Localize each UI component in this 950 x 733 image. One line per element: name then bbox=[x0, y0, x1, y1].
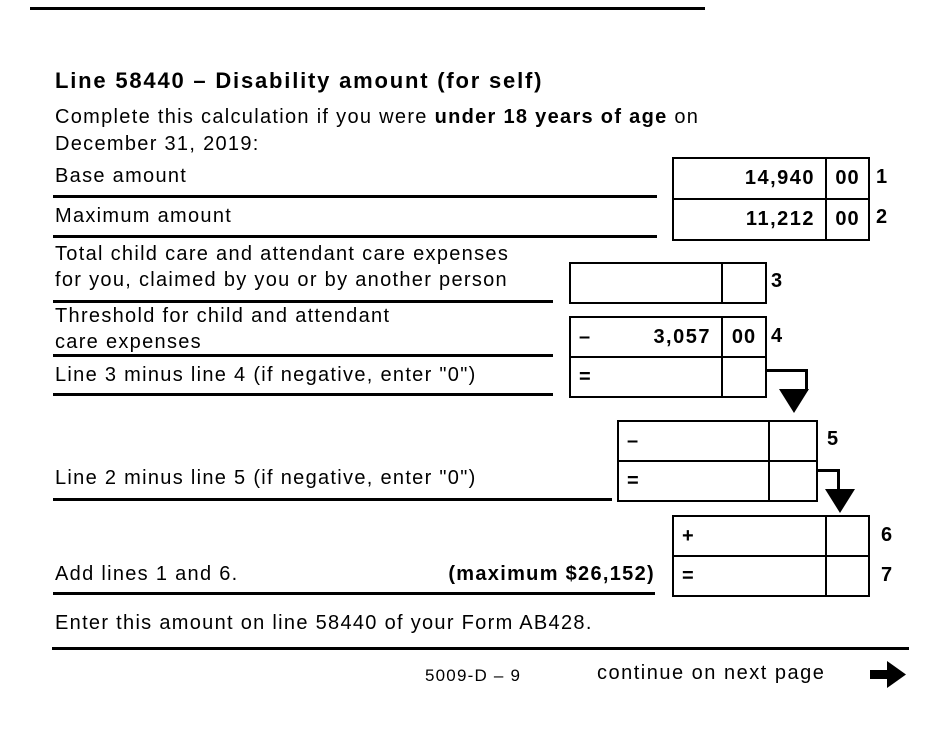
line4-result-box: – 3,057 00 = bbox=[569, 316, 767, 398]
line3-box bbox=[569, 262, 767, 304]
intro-post: on bbox=[674, 106, 700, 128]
line3minus4-dollars-field[interactable]: = bbox=[571, 358, 721, 396]
base-amount-label: Base amount bbox=[55, 165, 188, 187]
intro-line1: Complete this calculation if you were un… bbox=[55, 104, 699, 131]
line6-row: + bbox=[674, 517, 868, 555]
intro-paragraph: Complete this calculation if you were un… bbox=[55, 104, 699, 158]
line3-number: 3 bbox=[771, 270, 784, 292]
line4-minus-sign: – bbox=[579, 325, 592, 348]
line4-dollars-value: 3,057 bbox=[653, 325, 711, 348]
continue-arrow-icon bbox=[870, 661, 906, 688]
line6-dollars-field[interactable]: + bbox=[674, 517, 825, 555]
line6-line7-box: + = bbox=[672, 515, 870, 597]
line3-row bbox=[571, 264, 765, 302]
down-arrow-icon bbox=[825, 489, 855, 513]
underline-line4 bbox=[53, 354, 553, 357]
intro-pre: Complete this calculation if you were bbox=[55, 106, 428, 128]
line1-dollars-value: 14,940 bbox=[744, 167, 815, 189]
maximum-amount-label: Maximum amount bbox=[55, 205, 233, 227]
line2-minus-line5-label: Line 2 minus line 5 (if negative, enter … bbox=[55, 467, 477, 489]
flow-arrow-2-vertical bbox=[837, 469, 840, 491]
line7-number: 7 bbox=[881, 564, 894, 586]
intro-line2: December 31, 2019: bbox=[55, 133, 260, 155]
underline-addlines bbox=[53, 592, 655, 595]
line1-line2-box: 14,940 00 11,212 00 bbox=[672, 157, 870, 241]
line1-dollars-cell: 14,940 bbox=[674, 159, 825, 198]
line3-dollars-field[interactable] bbox=[571, 264, 721, 302]
line1-cents-cell: 00 bbox=[825, 159, 868, 198]
line2-dollars-value: 11,212 bbox=[745, 208, 815, 230]
line5-number: 5 bbox=[827, 428, 840, 450]
underline-line2 bbox=[53, 235, 657, 238]
line3minus4-equals-sign: = bbox=[579, 365, 592, 388]
flow-arrow-2-horizontal bbox=[818, 469, 840, 472]
line3-minus-line4-label: Line 3 minus line 4 (if negative, enter … bbox=[55, 364, 477, 386]
line4-dollars-cell: – 3,057 bbox=[571, 318, 721, 356]
flow-arrow-1-vertical bbox=[805, 369, 808, 391]
top-rule bbox=[30, 7, 705, 10]
line5-result-box: – = bbox=[617, 420, 818, 502]
line5-cents-field[interactable] bbox=[768, 422, 816, 460]
line7-equals-sign: = bbox=[682, 564, 695, 587]
line7-cents-field[interactable] bbox=[825, 557, 868, 595]
line4-cents-cell: 00 bbox=[721, 318, 765, 356]
line4-number: 4 bbox=[771, 325, 784, 347]
intro-bold: under 18 years of age bbox=[434, 106, 668, 128]
flow-arrow-1-horizontal bbox=[767, 369, 808, 372]
line2minus5-equals-sign: = bbox=[627, 469, 640, 492]
page-title: Line 58440 – Disability amount (for self… bbox=[55, 68, 544, 93]
line1-number: 1 bbox=[876, 166, 889, 188]
line2-cents-cell: 00 bbox=[825, 200, 868, 239]
line6-cents-field[interactable] bbox=[825, 517, 868, 555]
underline-line1 bbox=[53, 195, 657, 198]
childcare-expenses-label-line1: Total child care and attendant care expe… bbox=[55, 243, 510, 265]
line5-dollars-field[interactable]: – bbox=[619, 422, 768, 460]
line3-cents-field[interactable] bbox=[721, 264, 765, 302]
line7-dollars-field[interactable]: = bbox=[674, 557, 825, 595]
line5-minus-sign: – bbox=[627, 429, 640, 452]
line2minus5-row: = bbox=[619, 460, 816, 500]
footer-rule bbox=[52, 647, 909, 650]
line3minus4-row: = bbox=[571, 356, 765, 396]
underline-line3 bbox=[53, 300, 553, 303]
line4-row: – 3,057 00 bbox=[571, 318, 765, 356]
line1-row: 14,940 00 bbox=[674, 159, 868, 198]
maximum-note: (maximum $26,152) bbox=[448, 563, 655, 585]
line2-row: 11,212 00 bbox=[674, 198, 868, 239]
enter-amount-instruction: Enter this amount on line 58440 of your … bbox=[55, 612, 593, 634]
underline-line2minus5 bbox=[53, 498, 612, 501]
childcare-expenses-label-line2: for you, claimed by you or by another pe… bbox=[55, 269, 508, 291]
line2-number: 2 bbox=[876, 206, 889, 228]
line2minus5-dollars-field[interactable]: = bbox=[619, 462, 768, 500]
line5-row: – bbox=[619, 422, 816, 460]
form-number: 5009-D – 9 bbox=[425, 666, 522, 685]
line3minus4-cents-field[interactable] bbox=[721, 358, 765, 396]
underline-line3minus4 bbox=[53, 393, 553, 396]
threshold-label-line1: Threshold for child and attendant bbox=[55, 305, 391, 327]
line2-dollars-cell: 11,212 bbox=[674, 200, 825, 239]
continue-label: continue on next page bbox=[597, 662, 826, 684]
threshold-label-line2: care expenses bbox=[55, 331, 202, 353]
down-arrow-icon bbox=[779, 389, 809, 413]
line2minus5-cents-field[interactable] bbox=[768, 462, 816, 500]
line6-number: 6 bbox=[881, 524, 894, 546]
line6-plus-sign: + bbox=[682, 524, 695, 547]
add-lines-label: Add lines 1 and 6. bbox=[55, 563, 239, 585]
line7-row: = bbox=[674, 555, 868, 595]
